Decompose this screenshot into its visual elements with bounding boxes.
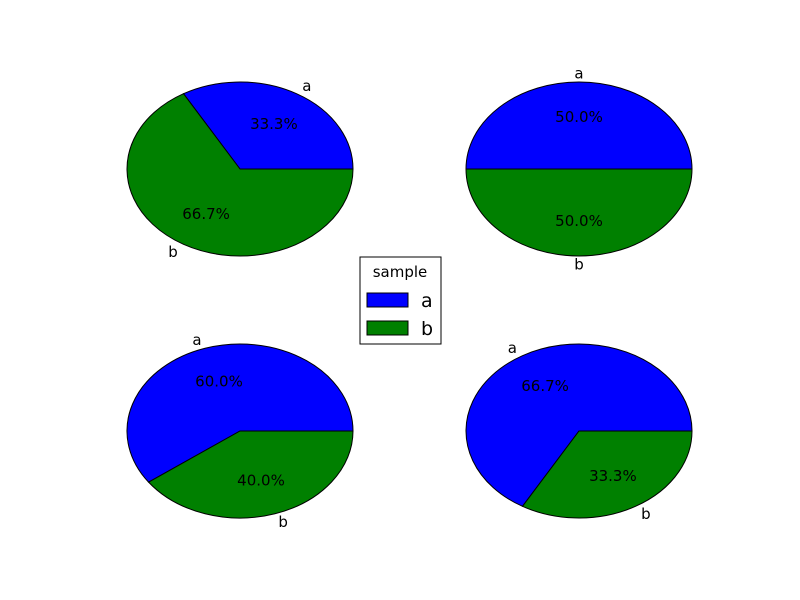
pie-slice-a — [182, 81, 354, 170]
pie-top-left: 33.3% a 66.7% b — [126, 77, 354, 261]
pie-slice-b — [126, 93, 354, 257]
pie-slice-b — [465, 168, 693, 257]
pie-slice-label: b — [574, 256, 584, 274]
pie-slice-b — [147, 430, 354, 519]
legend-swatch-b — [366, 320, 409, 336]
pie-percent-label: 50.0% — [555, 212, 603, 230]
legend: sample a b — [359, 256, 442, 345]
pie-slice-a — [126, 343, 354, 483]
pie-slice-a — [465, 343, 693, 507]
pie-slice-label: a — [302, 77, 311, 95]
legend-label-a: a — [421, 290, 433, 312]
pie-bottom-right: 66.7% a 33.3% b — [465, 339, 693, 523]
pie-top-right: 50.0% a 50.0% b — [465, 64, 693, 274]
pie-percent-label: 33.3% — [589, 467, 637, 485]
pie-slice-label: b — [641, 505, 651, 523]
pie-slice-label: a — [192, 331, 201, 349]
pie-percent-label: 50.0% — [555, 108, 603, 126]
pie-slice-label: a — [508, 339, 517, 357]
pie-slice-label: b — [168, 243, 178, 261]
pie-charts: 33.3%a66.7%b50.0%a50.0%b60.0%a40.0%b66.7… — [126, 64, 693, 531]
pie-percent-label: 60.0% — [195, 372, 243, 390]
legend-label-b: b — [421, 318, 433, 340]
pie-slice-b — [521, 430, 693, 519]
pie-percent-label: 33.3% — [250, 115, 298, 133]
pie-slice-label: b — [278, 513, 288, 531]
pie-percent-label: 40.0% — [237, 472, 285, 490]
legend-swatch-a — [366, 292, 409, 308]
pie-slice-a — [465, 81, 693, 170]
pie-percent-label: 66.7% — [521, 377, 569, 395]
pie-bottom-left: 60.0% a 40.0% b — [126, 331, 354, 531]
pie-percent-label: 66.7% — [182, 205, 230, 223]
legend-title: sample — [373, 263, 428, 281]
pie-slice-label: a — [574, 64, 583, 82]
